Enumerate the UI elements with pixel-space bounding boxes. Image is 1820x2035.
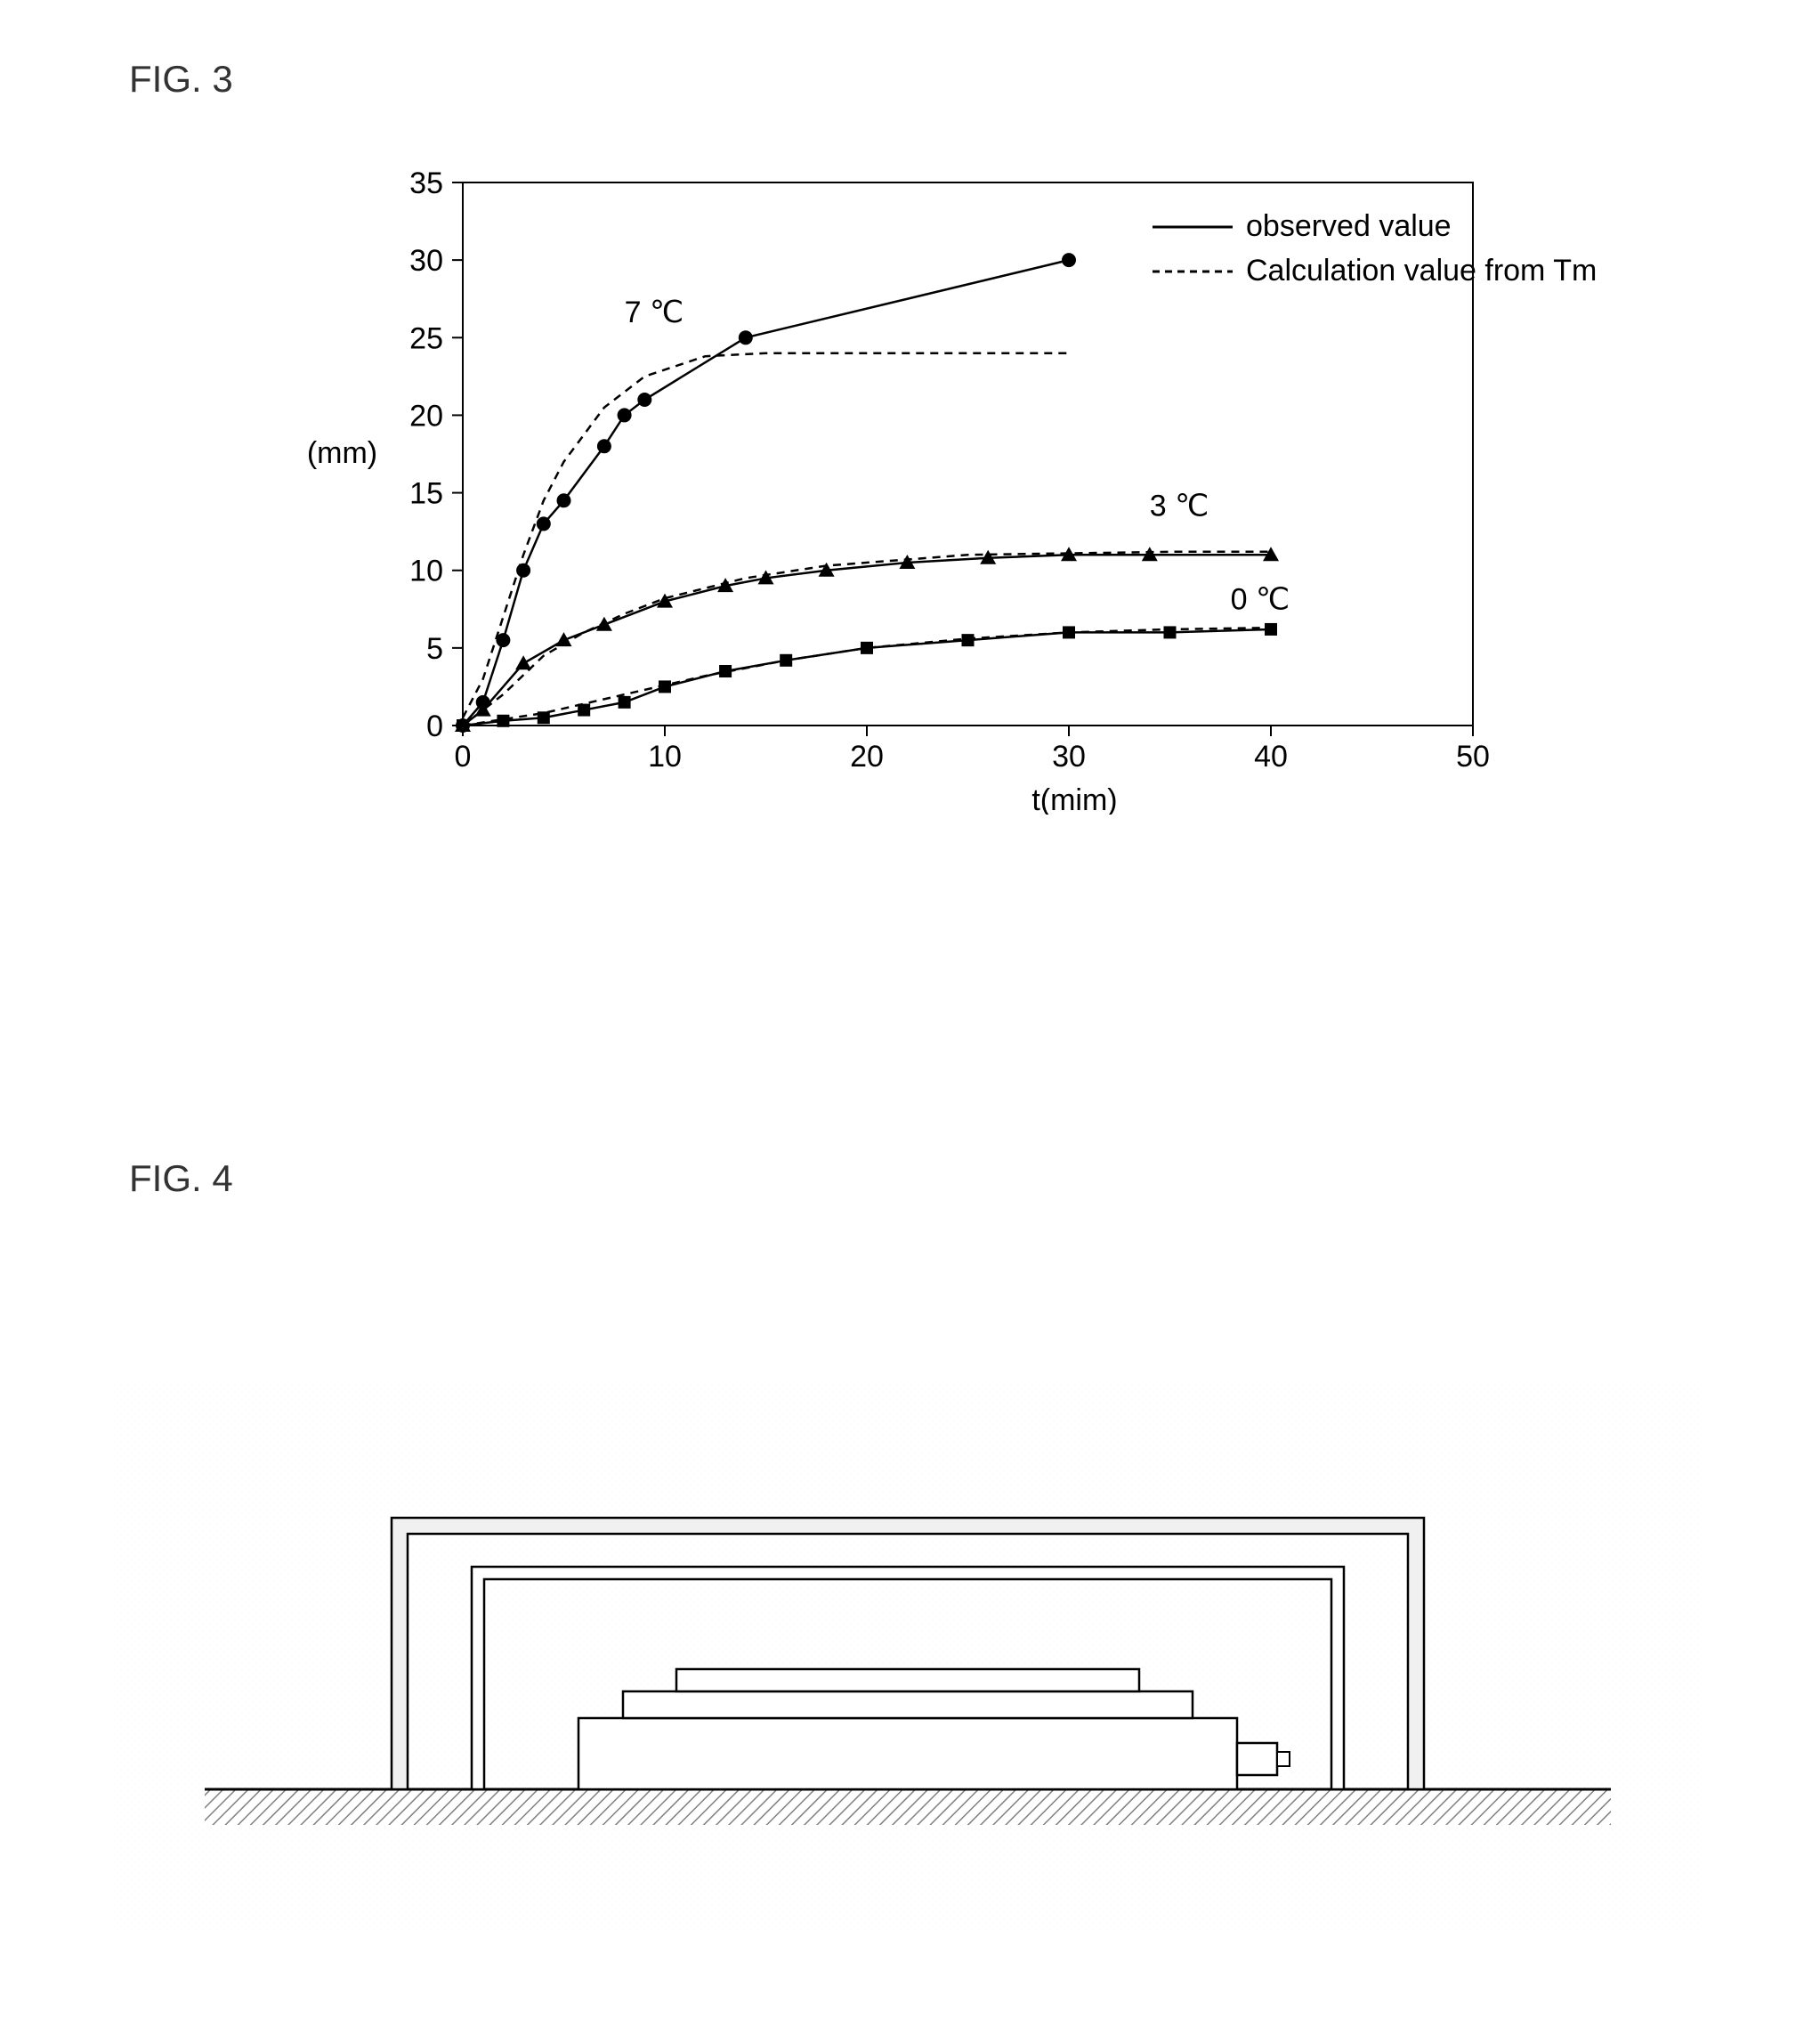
- svg-text:0: 0: [426, 709, 443, 743]
- svg-text:0: 0: [455, 740, 472, 774]
- fig4-label: FIG. 4: [129, 1157, 233, 1200]
- svg-text:5: 5: [426, 632, 443, 666]
- svg-text:10: 10: [648, 740, 682, 774]
- svg-text:30: 30: [409, 244, 443, 278]
- svg-text:50: 50: [1456, 740, 1490, 774]
- svg-text:20: 20: [850, 740, 884, 774]
- svg-text:t(mim): t(mim): [1031, 783, 1117, 815]
- svg-text:10: 10: [409, 555, 443, 588]
- svg-text:30: 30: [1052, 740, 1086, 774]
- svg-text:25: 25: [409, 321, 443, 355]
- svg-text:15: 15: [409, 477, 443, 511]
- svg-text:7 ℃: 7 ℃: [625, 296, 684, 329]
- fig3-label: FIG. 3: [129, 58, 233, 101]
- chart-svg: 0 10 20 30 40 50 0 5 10 15 20 25 30 35 t(mim) L(mm) obse…: [307, 165, 1642, 815]
- svg-text:0 ℃: 0 ℃: [1231, 582, 1290, 616]
- svg-text:Calculation value from Tm: Calculation value from Tm: [1246, 254, 1597, 288]
- svg-text:L(mm): L(mm): [307, 436, 377, 470]
- svg-text:3 ℃: 3 ℃: [1150, 490, 1209, 523]
- svg-text:35: 35: [409, 166, 443, 200]
- fig4-diagram: [116, 1380, 1700, 1932]
- svg-text:observed value: observed value: [1246, 209, 1452, 243]
- fig3-chart: 0 10 20 30 40 50 0 5 10 15 20 25 30 35 t(mim) L(mm) obse…: [307, 165, 1642, 815]
- svg-text:20: 20: [409, 399, 443, 433]
- page: FIG. 3 0 10 20 30 40 50 0 5 10 15 20 25 30 35 t(mim) L(…: [0, 0, 1820, 2035]
- diagram-svg: [116, 1380, 1700, 1932]
- svg-text:40: 40: [1254, 740, 1288, 774]
